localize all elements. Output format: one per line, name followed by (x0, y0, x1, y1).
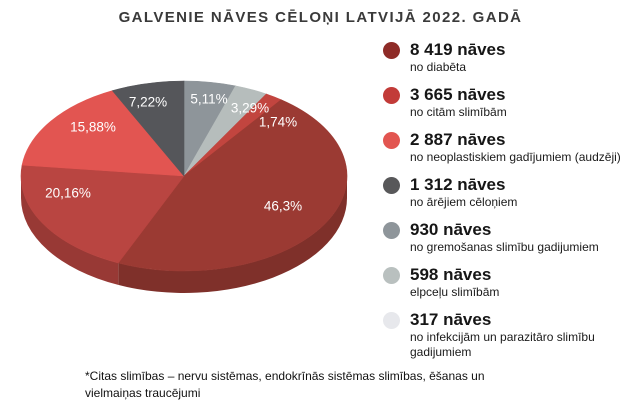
legend-value: 2 887 nāves (410, 130, 506, 149)
legend-item: 598 nāves elpceļu slimībām (383, 265, 641, 300)
legend-desc: no neoplastiskiem gadījumiem (audzēji) (410, 150, 621, 164)
legend-desc: no diabēta (410, 60, 467, 74)
legend-value: 598 nāves (410, 265, 492, 284)
legend-value: 8 419 nāves (410, 40, 506, 59)
pie-percent-label: 7,22% (129, 95, 167, 110)
legend-value: 317 nāves (410, 310, 492, 329)
legend-desc: no gremošanas slimību gadijumiem (410, 240, 599, 254)
legend-desc: no ārējiem cēloņiem (410, 195, 518, 209)
pie-percent-label: 1,74% (259, 115, 297, 130)
legend-item: 3 665 nāves no citām slimībām (383, 85, 641, 120)
legend-bullet-icon (383, 312, 400, 329)
pie-percent-label: 5,11% (190, 92, 227, 107)
pie-percent-label: 20,16% (45, 186, 91, 201)
legend-value: 3 665 nāves (410, 85, 506, 104)
legend-bullet-icon (383, 87, 400, 104)
pie-percent-label: 46,3% (264, 199, 302, 214)
legend-bullet-icon (383, 132, 400, 149)
legend-item: 930 nāves no gremošanas slimību gadijumi… (383, 220, 641, 255)
legend-desc: no infekcijām un parazitāro slimību gadi… (410, 330, 595, 359)
pie-slice-side (118, 176, 347, 293)
legend-item: 8 419 nāves no diabēta (383, 40, 641, 75)
legend-item: 317 nāves no infekcijām un parazitāro sl… (383, 310, 641, 360)
pie-slice (20, 164, 185, 264)
legend-item: 1 312 nāves no ārējiem cēloņiem (383, 175, 641, 210)
pie-percent-label: 3,29% (231, 101, 269, 116)
legend-value: 1 312 nāves (410, 175, 506, 194)
legend-bullet-icon (383, 177, 400, 194)
pie-percent-label: 15,88% (70, 120, 116, 135)
legend-item: 2 887 nāves no neoplastiskiem gadījumiem… (383, 130, 641, 165)
pie-slice (117, 99, 348, 272)
legend-desc: no citām slimībām (410, 105, 507, 119)
legend-value: 930 nāves (410, 220, 492, 239)
legend-bullet-icon (383, 42, 400, 59)
legend: 8 419 nāves no diabēta 3 665 nāves no ci… (383, 40, 641, 370)
legend-bullet-icon (383, 222, 400, 239)
footnote: *Citas slimības – nervu sistēmas, endokr… (85, 369, 485, 400)
legend-desc: elpceļu slimībām (410, 285, 500, 299)
legend-bullet-icon (383, 267, 400, 284)
pie-slice (21, 90, 185, 177)
page-title: GALVENIE NĀVES CĒLOŅI LATVIJĀ 2022. GADĀ (118, 9, 523, 26)
pie-slice-side (21, 176, 119, 285)
pie-slice (111, 80, 185, 177)
